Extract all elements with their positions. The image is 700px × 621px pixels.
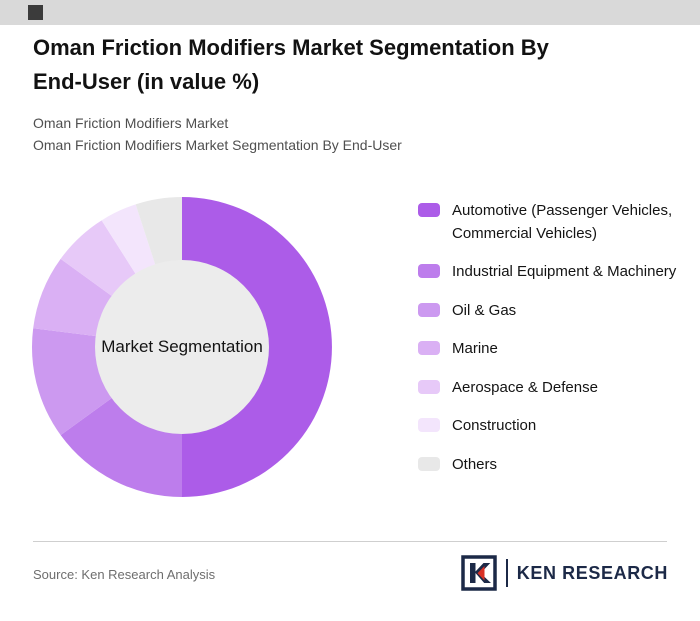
source-text: Source: Ken Research Analysis xyxy=(33,567,216,582)
legend-swatch xyxy=(418,302,440,317)
legend-item: Oil & Gas xyxy=(418,300,680,323)
legend-label: Aerospace & Defense xyxy=(452,378,598,396)
page-title-line1: Oman Friction Modifiers Market Segmentat… xyxy=(33,35,549,60)
ken-research-logo-mark xyxy=(461,555,497,591)
legend-swatch xyxy=(418,341,440,355)
legend-item: Others xyxy=(418,454,680,477)
legend-label: Marine xyxy=(452,340,498,357)
legend-label: Oil & Gas xyxy=(452,301,517,319)
legend-label: Industrial Equipment & Machinery xyxy=(452,263,677,280)
legend-swatch xyxy=(418,418,440,432)
legend-swatch xyxy=(418,264,440,278)
chart-legend: Automotive (Passenger Vehicles, Commerci… xyxy=(418,200,680,492)
ken-research-logo: KEN RESEARCH xyxy=(461,555,668,591)
legend-item: Construction xyxy=(418,415,680,438)
logo-separator xyxy=(505,559,508,587)
page-subtitle: Oman Friction Modifiers Market Oman Fric… xyxy=(33,113,663,156)
logo-text: KEN RESEARCH xyxy=(516,562,668,583)
donut-hole xyxy=(95,260,269,434)
top-bar xyxy=(0,0,700,25)
page-title-line2: End-User (in value %) xyxy=(33,69,260,95)
legend-swatch xyxy=(418,203,440,217)
legend-item: Aerospace & Defense xyxy=(418,377,680,400)
legend-item: Automotive (Passenger Vehicles, Commerci… xyxy=(418,200,680,245)
legend-label: Automotive (Passenger Vehicles, Commerci… xyxy=(452,202,673,242)
legend-label: Others xyxy=(452,455,498,473)
legend-swatch xyxy=(418,379,440,394)
donut-chart: Market Segmentation xyxy=(22,187,342,507)
legend-item: Marine xyxy=(418,338,680,361)
footer-divider xyxy=(33,541,667,542)
legend-label: Construction xyxy=(452,417,537,434)
legend-item: Industrial Equipment & Machinery xyxy=(418,261,680,284)
donut-chart-svg xyxy=(32,197,332,497)
top-bar-icon xyxy=(28,5,43,20)
page-title: Oman Friction Modifiers Market Segmentat… xyxy=(33,31,663,99)
page-subtitle-line2: Oman Friction Modifiers Market Segmentat… xyxy=(33,136,402,153)
legend-swatch xyxy=(418,456,440,471)
page-subtitle-line1: Oman Friction Modifiers Market xyxy=(33,115,229,131)
